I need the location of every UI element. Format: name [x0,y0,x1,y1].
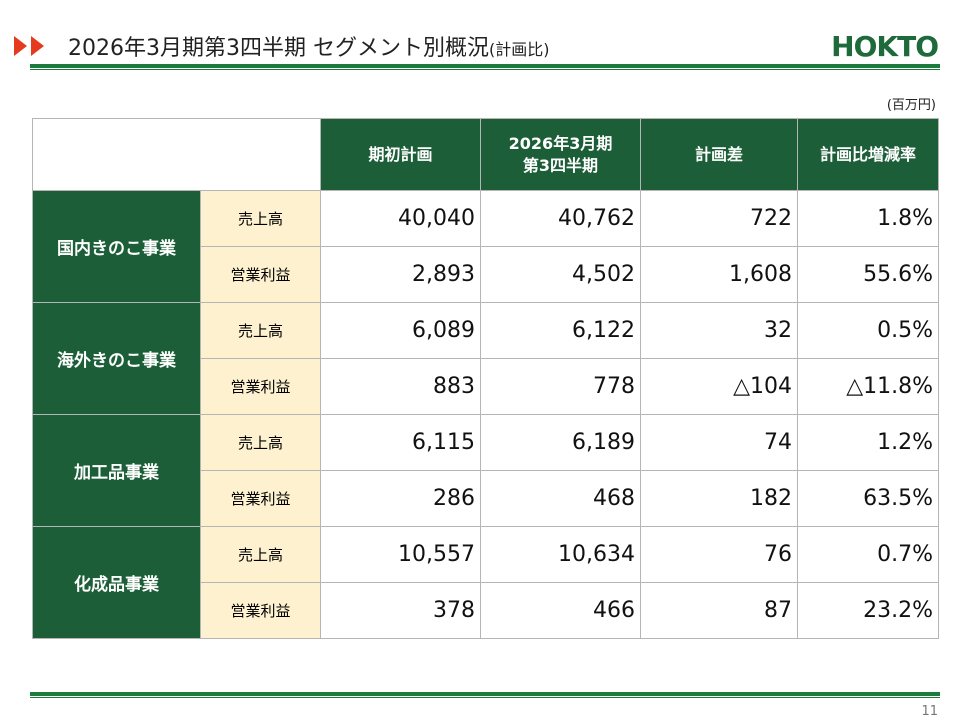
data-row: 化成品事業 売上高 10,557 10,634 76 0.7% [32,526,939,639]
value-cell: 32 [640,302,798,359]
footer-rule [30,692,940,696]
title: 2026年3月期第3四半期 セグメント別概況 [68,36,489,61]
value-cell: 6,115 [320,414,481,471]
value-cell: 63.5% [797,470,939,527]
value-cell: 6,089 [320,302,481,359]
data-row: 営業利益 378 466 87 23.2% [33,582,939,639]
column-header-line: 期初計画 [368,144,433,164]
data-row: 加工品事業 売上高 6,115 6,189 74 1.2% [32,414,939,527]
value-cell: 10,557 [320,526,481,583]
value-cell: 23.2% [797,582,939,639]
column-header-line: 計画差 [694,144,743,164]
item-name: 売上高 [200,414,321,471]
segment-name: 国内きのこ事業 [32,190,201,303]
value-cell: 468 [480,470,641,527]
value-cell: 883 [320,358,481,415]
value-cell: 182 [640,470,798,527]
header-row: 期初計画 2026年3月期 第3四半期 計画差 計画比増減率 [32,118,939,191]
footer-rule [30,697,940,698]
value-cell: 2,893 [320,246,481,303]
item-name: 営業利益 [200,470,321,527]
value-cell: 10,634 [480,526,641,583]
value-cell: 76 [640,526,798,583]
value-cell: 0.7% [797,526,939,583]
item-name: 営業利益 [200,582,321,639]
value-cell: 55.6% [797,246,939,303]
data-row: 営業利益 286 468 182 63.5% [33,470,939,527]
page-number: 11 [921,704,938,719]
value-cell: 6,189 [480,414,641,471]
data-row: 国内きのこ事業 売上高 40,040 40,762 722 1.8% [32,190,939,303]
value-cell: 40,040 [320,190,481,247]
value-cell: 74 [640,414,798,471]
logo: HOKTO [831,30,939,63]
value-cell: 6,122 [480,302,641,359]
data-row: 営業利益 883 778 △104 △11.8% [33,358,939,415]
segment-name: 海外きのこ事業 [32,302,201,415]
column-header-line: 計画比増減率 [819,144,916,164]
segment-name: 加工品事業 [32,414,201,527]
value-cell: 40,762 [480,190,641,247]
header-rule [30,69,940,70]
data-row: 営業利益 2,893 4,502 1,608 55.6% [33,246,939,303]
segment-table: 期初計画 2026年3月期 第3四半期 計画差 計画比増減率 国内きのこ事業 売上高 40,0… [32,118,939,639]
corner-cell [32,118,321,191]
data-row: 海外きのこ事業 売上高 6,089 6,122 32 0.5% [32,302,939,415]
value-cell: 378 [320,582,481,639]
item-name: 売上高 [200,526,321,583]
title-block: 2026年3月期第3四半期 セグメント別概況(計画比) [68,30,549,62]
item-name: 営業利益 [200,246,321,303]
value-cell: 1.2% [797,414,939,471]
column-header: 2026年3月期 第3四半期 [480,118,641,191]
value-cell: 286 [320,470,481,527]
value-cell: 778 [480,358,641,415]
item-name: 営業利益 [200,358,321,415]
item-name: 売上高 [200,190,321,247]
value-cell: 1.8% [797,190,939,247]
column-header: 期初計画 [320,118,481,191]
column-header-line: 2026年3月期 [508,133,613,153]
value-cell: 4,502 [480,246,641,303]
value-cell: 1,608 [640,246,798,303]
column-header: 計画差 [640,118,798,191]
segment-name: 化成品事業 [32,526,201,639]
column-header: 計画比増減率 [797,118,939,191]
item-name: 売上高 [200,302,321,359]
arrow-icon [31,36,44,56]
arrow-icon [14,36,27,56]
header-rule [30,64,940,68]
value-cell: △11.8% [797,358,939,415]
value-cell: 466 [480,582,641,639]
title-note: (計画比) [488,40,550,59]
value-cell: △104 [640,358,798,415]
value-cell: 0.5% [797,302,939,359]
unit-label: (百万円) [886,98,936,113]
column-header-line: 第3四半期 [522,155,599,175]
value-cell: 722 [640,190,798,247]
value-cell: 87 [640,582,798,639]
